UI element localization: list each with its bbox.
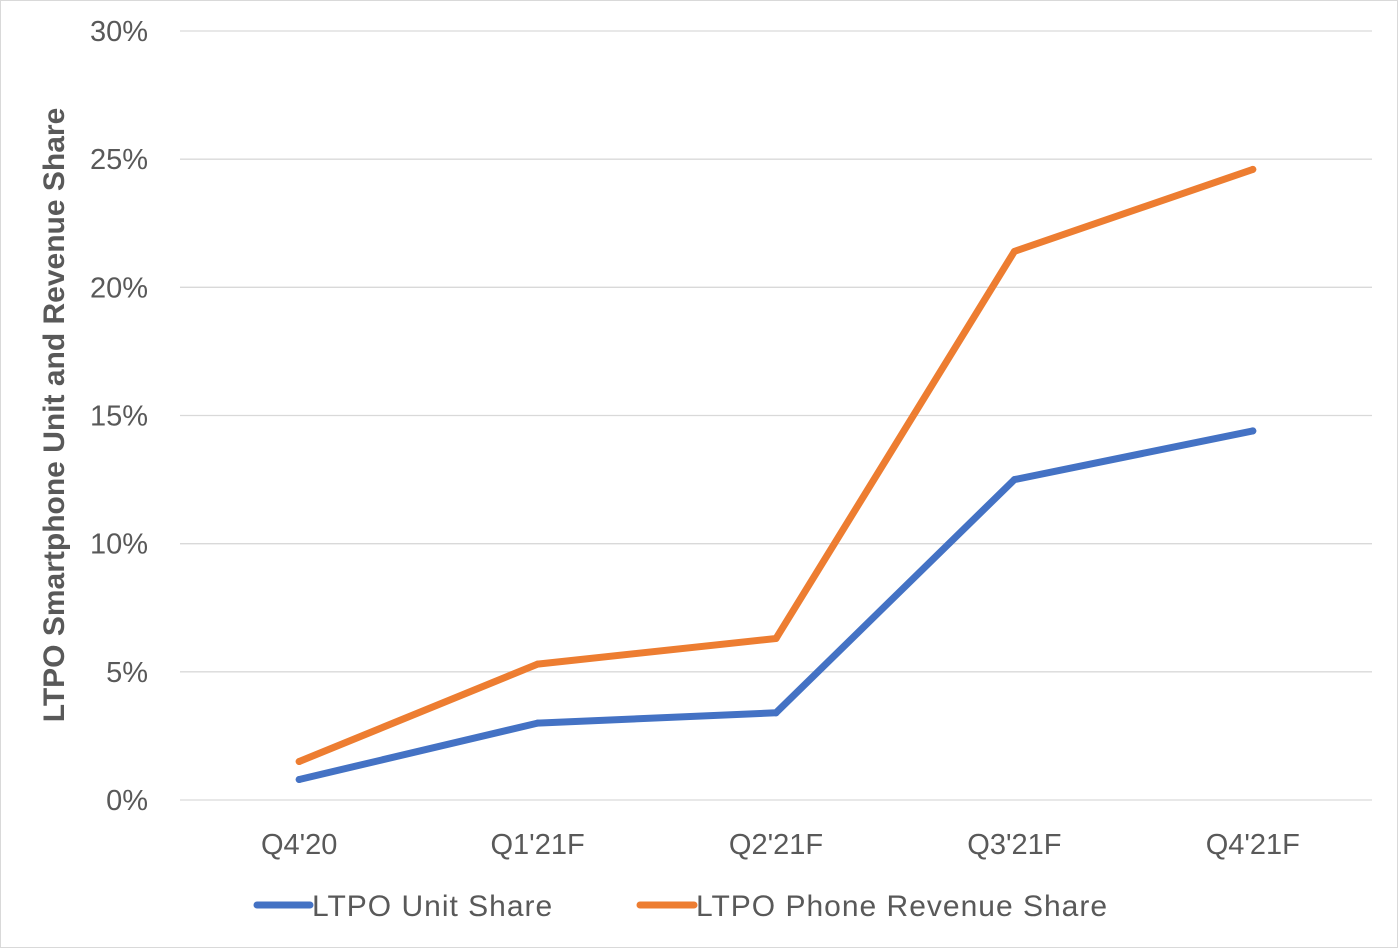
series-line-0 [295, 427, 1257, 783]
data-point [1010, 476, 1018, 484]
y-axis-ticks: 0% 5% 10% 15% 20% 25% 30% [90, 16, 148, 817]
data-point [772, 709, 780, 717]
x-tick-label: Q4'20 [261, 829, 337, 861]
legend: LTPO Unit Share LTPO Phone Revenue Share [253, 890, 1108, 923]
y-tick-label: 20% [90, 272, 148, 304]
y-tick-label: 15% [90, 401, 148, 433]
x-tick-label: Q4'21F [1206, 829, 1300, 861]
data-point [1249, 427, 1257, 435]
series-line-1 [295, 165, 1257, 765]
legend-item: LTPO Phone Revenue Share [636, 890, 1108, 923]
data-point [772, 635, 780, 643]
legend-label: LTPO Unit Share [312, 890, 553, 923]
y-tick-label: 0% [106, 785, 148, 817]
series-lines [295, 165, 1257, 783]
x-tick-label: Q1'21F [490, 829, 584, 861]
y-tick-label: 5% [106, 657, 148, 689]
x-tick-label: Q2'21F [729, 829, 823, 861]
legend-item: LTPO Unit Share [253, 890, 553, 923]
x-axis-ticks: Q4'20 Q1'21F Q2'21F Q3'21F Q4'21F [261, 829, 1300, 861]
gridlines [180, 30, 1372, 801]
data-point [295, 775, 303, 783]
x-tick-label: Q3'21F [967, 829, 1061, 861]
y-tick-label: 30% [90, 16, 148, 48]
data-point [1249, 165, 1257, 173]
y-tick-label: 10% [90, 529, 148, 561]
data-point [295, 758, 303, 766]
data-point [534, 660, 542, 668]
y-tick-label: 25% [90, 144, 148, 176]
data-point [1010, 247, 1018, 255]
y-axis-title: LTPO Smartphone Unit and Revenue Share [38, 108, 71, 723]
data-point [534, 719, 542, 727]
legend-label: LTPO Phone Revenue Share [696, 890, 1108, 923]
